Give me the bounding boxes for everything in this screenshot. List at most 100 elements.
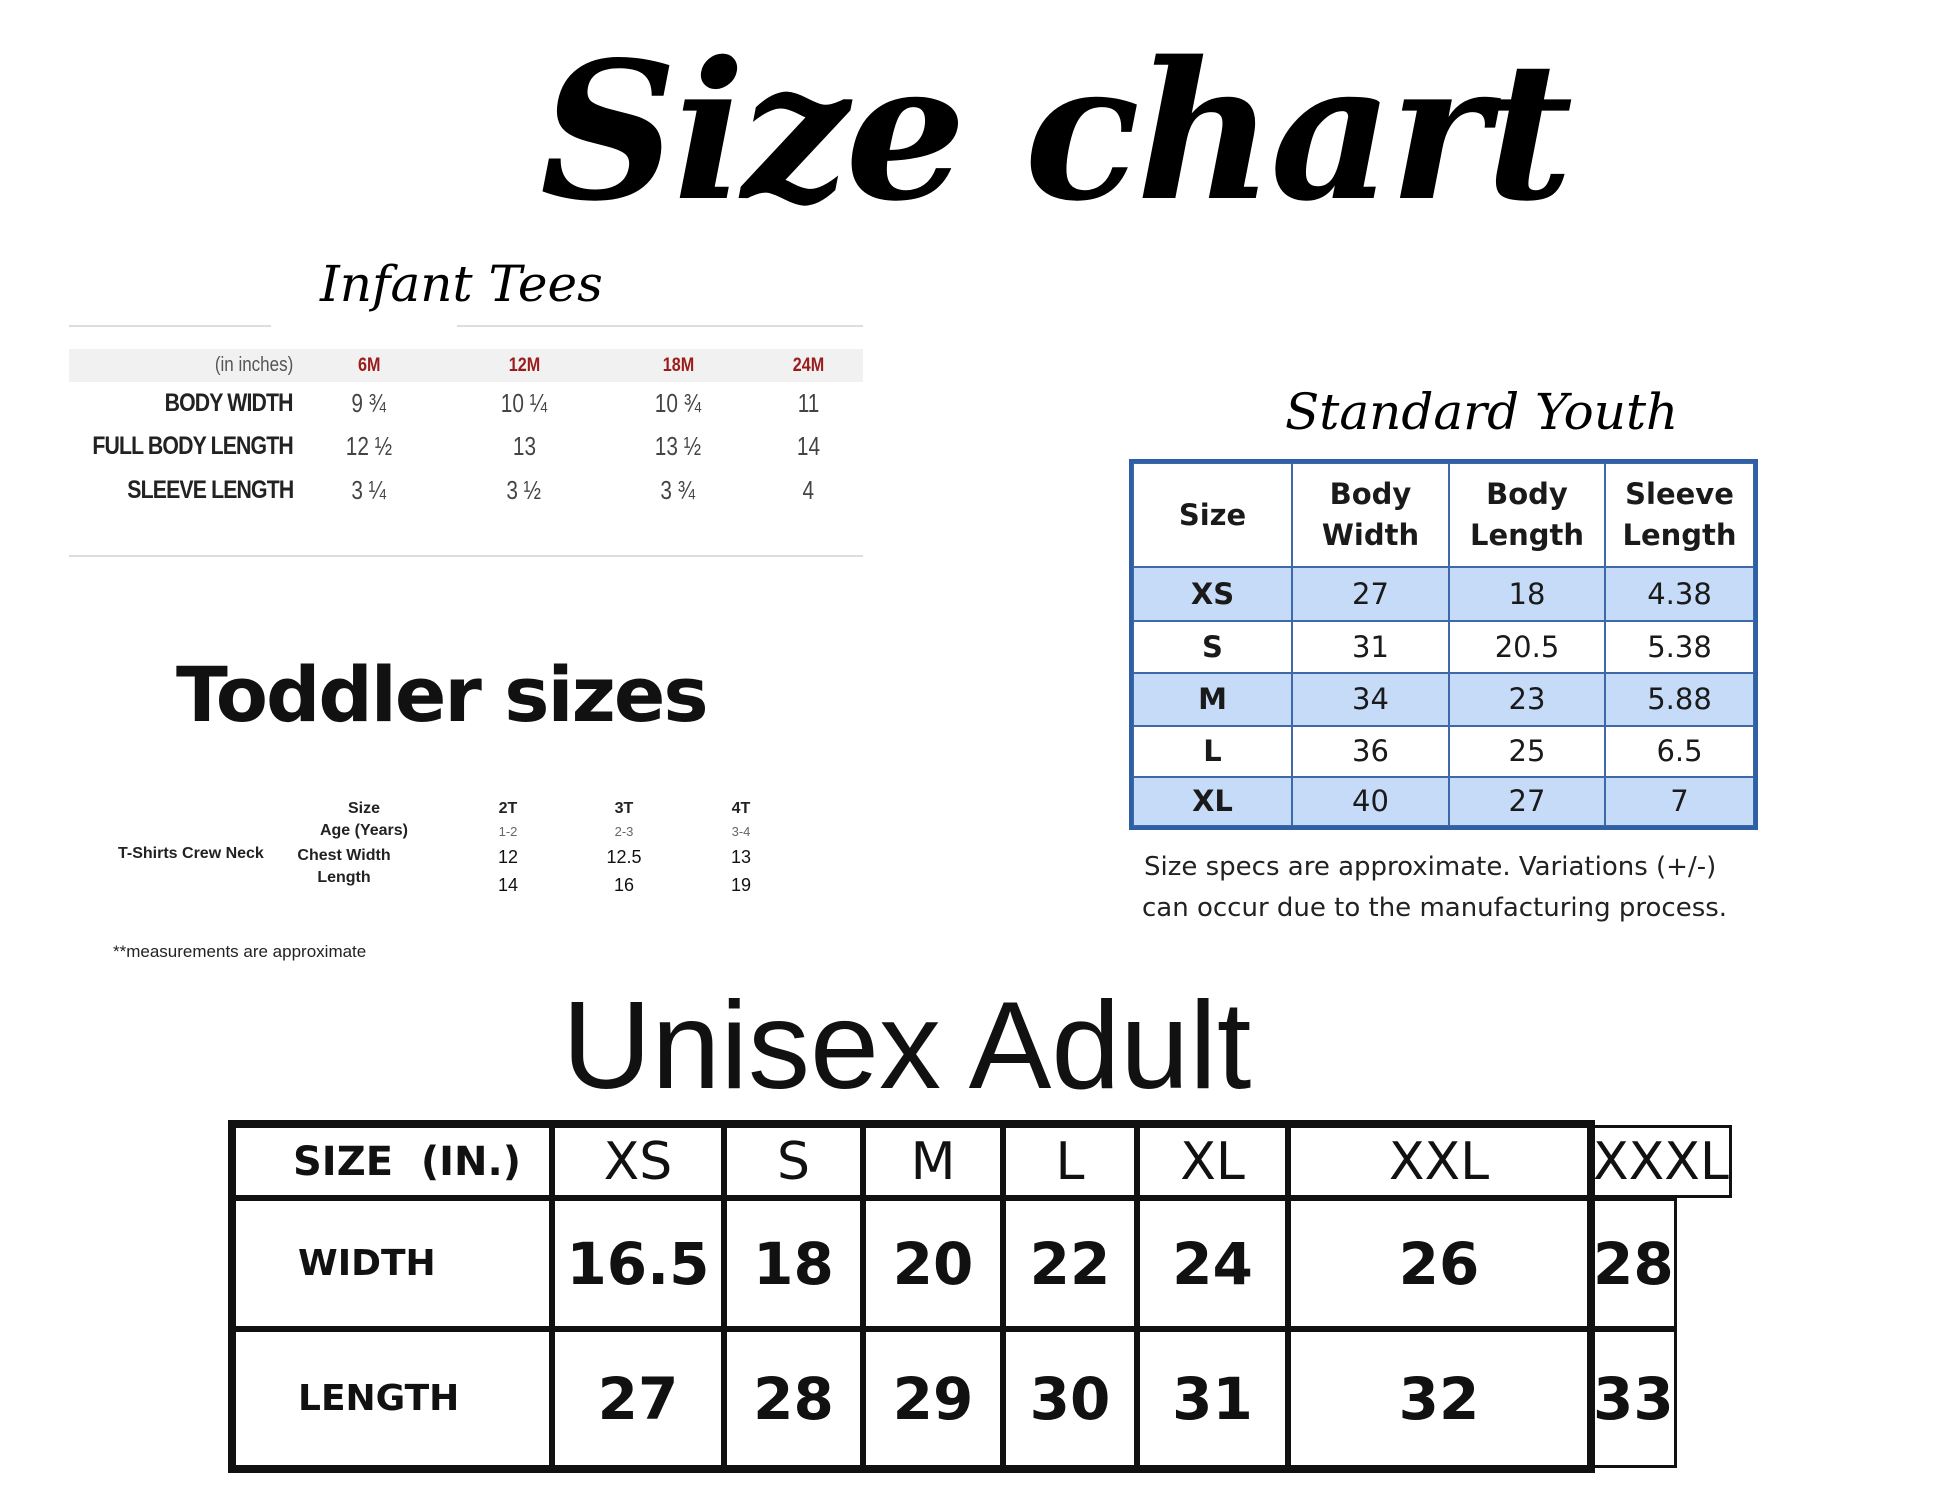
infant-cell-text: 9 ¾ <box>351 387 387 418</box>
adult-cell-text: 28 <box>1593 1229 1674 1298</box>
toddler-age-text: 1-2 <box>498 823 518 839</box>
youth-cell-text: 34 <box>1352 682 1389 717</box>
youth-cell: 25 <box>1449 726 1605 777</box>
youth-size-cell-text: XS <box>1190 576 1235 611</box>
infant-cell: 9 ¾ <box>309 383 429 423</box>
toddler-row-label-text: Age (Years) <box>319 822 409 839</box>
toddler-note: **measurements are approximate <box>113 942 367 961</box>
youth-cell-text: 25 <box>1508 734 1546 769</box>
toddler-product-label-text: T-Shirts Crew Neck <box>118 845 264 862</box>
youth-cell: 40 <box>1292 777 1449 826</box>
infant-size-header: 24M <box>748 349 868 382</box>
toddler-product-label: T-Shirts Crew Neck <box>118 842 318 866</box>
adult-cell: 28 <box>724 1329 863 1468</box>
toddler-age-text: 2-3 <box>614 823 634 839</box>
youth-cell: 27 <box>1449 777 1605 826</box>
toddler-chest-width: 12 <box>458 844 558 870</box>
infant-cell: 14 <box>748 426 868 466</box>
youth-size-cell: XL <box>1133 777 1292 826</box>
infant-size-header: 6M <box>309 349 429 382</box>
divider <box>69 555 863 557</box>
youth-cell: 5.38 <box>1605 621 1754 673</box>
youth-cell-text: 7 <box>1670 784 1689 819</box>
infant-row-label: SLEEVE LENGTH <box>69 470 294 510</box>
adult-size-header: XXL <box>1288 1125 1590 1198</box>
youth-cell: 34 <box>1292 673 1449 726</box>
adult-cell: 16.5 <box>552 1198 724 1329</box>
toddler-row-label-text: Length <box>317 869 371 886</box>
infant-size-header-text: 6M <box>357 354 381 376</box>
infant-cell: 10 ¾ <box>618 383 738 423</box>
youth-table: Size Body Width Body Length Sleeve Length XS… <box>1129 459 1758 830</box>
adult-size-header-text: XS <box>603 1131 673 1192</box>
toddler-length-text: 14 <box>497 874 519 895</box>
adult-cell-text: 26 <box>1398 1229 1480 1298</box>
adult-cell: 29 <box>863 1329 1003 1468</box>
infant-row-label-text: BODY WIDTH <box>164 388 294 417</box>
youth-cell: 5.88 <box>1605 673 1754 726</box>
adult-row-label: LENGTH <box>233 1329 552 1468</box>
toddler-chest-width-text: 12.5 <box>606 846 642 867</box>
infant-row-label-text: FULL BODY LENGTH <box>92 431 294 460</box>
infant-cell-text: 11 <box>797 387 819 418</box>
page-title: Size chart <box>540 20 1573 243</box>
infant-size-header-text: 18M <box>662 354 694 376</box>
infant-size-header: 12M <box>464 349 584 382</box>
toddler-heading: Toddler sizes <box>176 650 709 739</box>
infant-size-header-text: 12M <box>508 354 540 376</box>
youth-size-cell-text: L <box>1203 734 1222 769</box>
youth-cell-text: 5.38 <box>1647 629 1712 664</box>
youth-cell: 36 <box>1292 726 1449 777</box>
adult-cell: 22 <box>1003 1198 1137 1329</box>
adult-cell-text: 28 <box>753 1364 834 1433</box>
infant-heading: Infant Tees <box>320 255 603 313</box>
adult-size-header: XS <box>552 1125 724 1198</box>
infant-cell-text: 3 ¼ <box>351 474 387 505</box>
youth-cell-text: 4.38 <box>1647 576 1712 611</box>
infant-row-label-text: SLEEVE LENGTH <box>126 475 294 504</box>
youth-column-header-text: Size <box>1178 497 1247 532</box>
toddler-size-text: 4T <box>731 800 751 817</box>
infant-cell: 3 ¼ <box>309 470 429 510</box>
youth-cell: 18 <box>1449 567 1605 621</box>
youth-heading: Standard Youth <box>1285 383 1679 441</box>
youth-column-header: Body Width <box>1292 463 1449 567</box>
adult-cell-text: 33 <box>1593 1364 1674 1433</box>
infant-cell-text: 3 ½ <box>506 474 542 505</box>
infant-cell: 12 ½ <box>309 426 429 466</box>
infant-cell-text: 3 ¾ <box>660 474 696 505</box>
youth-cell: 7 <box>1605 777 1754 826</box>
adult-cell-text: 20 <box>892 1229 974 1298</box>
toddler-age: 1-2 <box>468 819 548 843</box>
toddler-size-text: 2T <box>498 800 518 817</box>
youth-size-cell: S <box>1133 621 1292 673</box>
infant-header-band <box>69 349 863 382</box>
toddler-age-text: 3-4 <box>731 823 751 839</box>
infant-unit-label-text: (in inches) <box>214 354 293 376</box>
adult-cell: 28 <box>1590 1198 1677 1329</box>
youth-size-cell: XS <box>1133 567 1292 621</box>
infant-unit-label: (in inches) <box>69 349 293 382</box>
adult-size-header-text: XXL <box>1388 1131 1490 1192</box>
infant-cell: 4 <box>748 470 868 510</box>
infant-cell: 13 ½ <box>618 426 738 466</box>
youth-cell: 23 <box>1449 673 1605 726</box>
adult-corner-label-text: SIZE (IN.) <box>293 1138 521 1185</box>
youth-note-line1: Size specs are approximate. Variations (… <box>1144 852 1717 882</box>
infant-cell: 10 ¼ <box>464 383 584 423</box>
toddler-chest-width: 12.5 <box>574 844 674 870</box>
toddler-length-text: 16 <box>613 874 635 895</box>
youth-cell-text: 18 <box>1508 576 1546 611</box>
adult-size-header: XXXL <box>1590 1125 1732 1198</box>
adult-size-header-text: M <box>910 1131 956 1192</box>
adult-size-header-text: XXXL <box>1593 1131 1729 1192</box>
infant-cell-text: 10 ¾ <box>654 387 702 418</box>
youth-cell-text: 36 <box>1352 734 1389 769</box>
adult-cell: 32 <box>1288 1329 1590 1468</box>
youth-cell-text: 40 <box>1352 784 1389 819</box>
youth-cell-text: 5.88 <box>1647 682 1712 717</box>
adult-cell-text: 16.5 <box>566 1229 710 1298</box>
adult-size-header: XL <box>1137 1125 1288 1198</box>
youth-cell-text: 23 <box>1508 682 1546 717</box>
toddler-row-label: Chest Width <box>254 844 434 868</box>
